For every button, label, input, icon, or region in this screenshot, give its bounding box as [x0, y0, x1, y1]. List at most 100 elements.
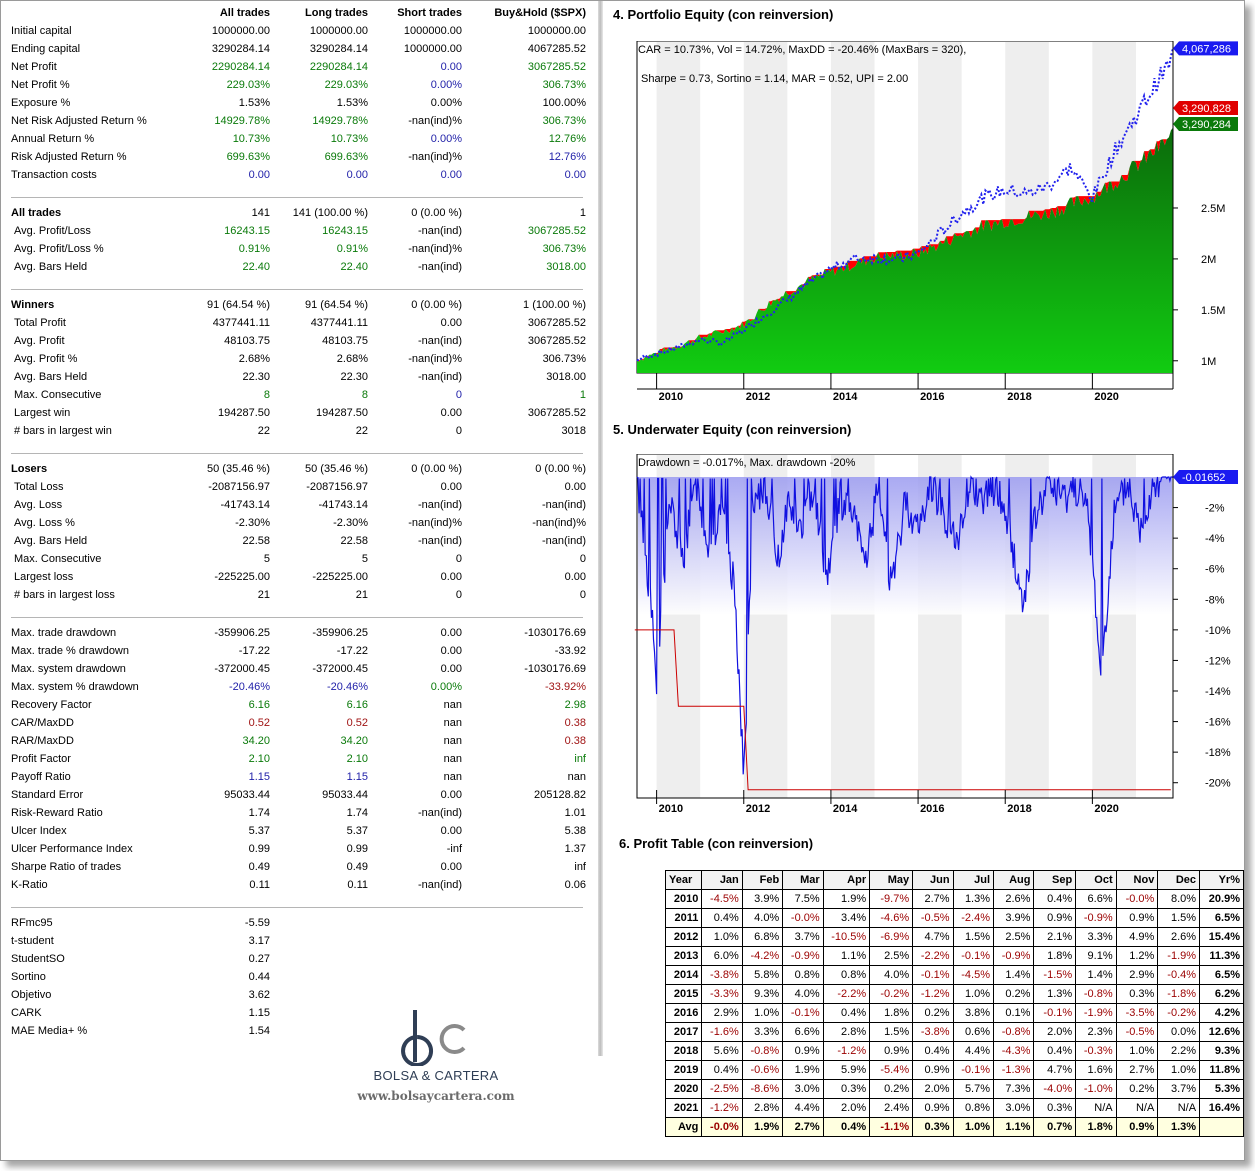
x-tick-label: 2018	[1007, 391, 1031, 401]
profit-year-cell: 2010	[664, 889, 703, 909]
stats-row-label: Avg. Profit	[14, 335, 65, 347]
stats-row-value: 0.49	[346, 861, 368, 873]
profit-month-cell: 8.0%	[1157, 889, 1201, 909]
profit-month-cell: -0.9%	[1075, 908, 1117, 928]
stats-row-value: 229.03%	[324, 79, 368, 91]
profit-month-cell: -4.2%	[741, 946, 784, 966]
stats-row-value: 22	[257, 425, 270, 437]
stats-row-value: -372000.45	[214, 663, 270, 675]
stats-row: Avg. Loss % -2.30% -2.30% -nan(ind)% -nan(in…	[11, 517, 586, 535]
stats-row-value: 0.00	[440, 407, 462, 419]
profit-month-cell: 0.2%	[1115, 1079, 1159, 1099]
stats-row: Losers 50 (35.46 %) 50 (35.46 %) 0 (0.00 %)…	[11, 463, 586, 481]
avg-month-cell: -0.0%	[701, 1117, 743, 1137]
stats-row-value: -nan(ind)%	[408, 517, 462, 529]
stats-row: Avg. Loss -41743.14 -41743.14 -nan(ind) -nan…	[11, 499, 586, 517]
stats-row-label: Max. system % drawdown	[11, 681, 139, 693]
stats-row-value: 0.00	[440, 571, 462, 583]
profit-month-cell: -0.0%	[782, 908, 824, 928]
profit-month-cell: 2.5%	[869, 946, 914, 966]
stats-row: # bars in largest loss 21 21 0 0	[11, 589, 586, 607]
profit-month-cell: 4.9%	[1115, 927, 1159, 947]
section-divider	[11, 453, 583, 454]
stats-row-value: 3067285.52	[527, 61, 586, 73]
stats-row-label: All trades	[11, 207, 62, 219]
profit-month-cell: 1.9%	[782, 1060, 824, 1080]
profit-month-cell: 0.9%	[912, 1098, 954, 1118]
stats-row-value: -nan(ind)%	[408, 353, 462, 365]
avg-month-cell: 0.9%	[1115, 1117, 1159, 1137]
profit-month-cell: 0.8%	[822, 965, 871, 985]
stats-row: StudentSO 0.27	[11, 953, 586, 971]
profit-month-cell: 0.4%	[701, 1060, 743, 1080]
profit-month-cell: 1.8%	[1033, 946, 1077, 966]
underwater-chart-title: 5. Underwater Equity (con reinversion)	[613, 422, 852, 437]
profit-month-cell: 1.5%	[952, 927, 995, 947]
x-tick-label: 2012	[746, 803, 770, 815]
stats-row-value: 0 (0.00 %)	[411, 299, 462, 311]
y-tick-label: 2M	[1201, 254, 1216, 266]
profit-table-column-header: Jan	[701, 870, 743, 890]
profit-month-cell: -0.1%	[782, 1003, 824, 1023]
logo-name: BOLSA & CARTERA	[373, 1068, 499, 1083]
drawdown-area	[637, 127, 1173, 362]
stats-row: Avg. Bars Held 22.58 22.58 -nan(ind) -nan(in…	[11, 535, 586, 553]
profit-table-row: 2020 -2.5% -8.6% 3.0% 0.3% 0.2% 2.0% 5.7% 7.3% -4…	[664, 1079, 1244, 1099]
profit-month-cell: 2.8%	[741, 1098, 784, 1118]
stats-row-value: 95033.44	[322, 789, 368, 801]
stats-row-value: -17.22	[238, 645, 270, 657]
profit-month-cell: 6.6%	[1075, 889, 1117, 909]
profit-month-cell: 4.4%	[952, 1041, 995, 1061]
stats-row-value: 2.10	[346, 753, 368, 765]
stats-row-label: Total Profit	[14, 317, 66, 329]
logo-url[interactable]: www.bolsaycartera.com	[357, 1089, 515, 1103]
stats-row-label: Max. system drawdown	[11, 663, 126, 675]
profit-month-cell: 3.0%	[993, 1098, 1035, 1118]
profit-month-cell: -1.3%	[993, 1060, 1035, 1080]
profit-month-cell: -0.1%	[912, 965, 954, 985]
stats-row-value: 0.00	[440, 61, 462, 73]
profit-month-cell: -0.3%	[1075, 1041, 1117, 1061]
profit-table-column-header: Feb	[741, 870, 784, 890]
profit-month-cell: 0.8%	[952, 1098, 995, 1118]
equity-info-line1: CAR = 10.73%, Vol = 14.72%, MaxDD = -20.…	[638, 44, 967, 56]
stats-row: Recovery Factor 6.16 6.16 nan 2.98	[11, 699, 586, 717]
stats-row-label: Profit Factor	[11, 753, 71, 765]
stats-row-value: 0.00	[440, 317, 462, 329]
profit-month-cell: 4.4%	[782, 1098, 824, 1118]
profit-month-cell: 3.0%	[782, 1079, 824, 1099]
stats-row-value: nan	[443, 717, 462, 729]
stats-row-value: 194287.50	[316, 407, 368, 419]
profit-month-cell: -0.8%	[741, 1041, 784, 1061]
y-tick-label: -14%	[1205, 686, 1231, 698]
stats-row: Max. system % drawdown -20.46% -20.46% 0.00…	[11, 681, 586, 699]
profit-table-column-header: Mar	[782, 870, 824, 890]
stats-row-value: 2.68%	[336, 353, 368, 365]
stats-row: Max. Consecutive 8 8 0 1	[11, 389, 586, 407]
stats-row: Avg. Profit 48103.75 48103.75 -nan(ind) 3067…	[11, 335, 586, 353]
stats-row-value: 0.00	[440, 645, 462, 657]
stats-row-label: Recovery Factor	[11, 699, 92, 711]
avg-month-cell: 1.3%	[1157, 1117, 1201, 1137]
stats-row: Largest loss -225225.00 -225225.00 0.00 0.00	[11, 571, 586, 589]
stats-row-value: nan	[443, 771, 462, 783]
stats-row-value: 12.76%	[548, 133, 586, 145]
profit-month-cell: 1.0%	[952, 984, 995, 1004]
last-value-badge	[1173, 117, 1238, 131]
stats-row: Avg. Bars Held 22.40 22.40 -nan(ind) 3018.00	[11, 261, 586, 279]
stats-row-value: 0.99	[346, 843, 368, 855]
stats-row-value: -41743.14	[220, 499, 270, 511]
stats-row-value: 5	[263, 553, 270, 565]
stats-row-value: 16243.15	[224, 225, 270, 237]
stats-row-value: 1000000.00	[309, 25, 368, 37]
stats-row-value: 699.63%	[324, 151, 368, 163]
pane-splitter[interactable]	[598, 1, 603, 1056]
stats-row-label: Avg. Loss %	[14, 517, 75, 529]
profit-year-total-cell: 16.4%	[1199, 1098, 1244, 1118]
profit-month-cell: 3.7%	[1157, 1079, 1201, 1099]
equity-chart-title: 4. Portfolio Equity (con reinversion)	[613, 7, 834, 22]
profit-month-cell: -1.2%	[822, 1041, 871, 1061]
profit-month-cell: -0.0%	[1115, 889, 1159, 909]
stats-row-label: Losers	[11, 463, 48, 475]
stats-row-value: 0	[455, 389, 462, 401]
